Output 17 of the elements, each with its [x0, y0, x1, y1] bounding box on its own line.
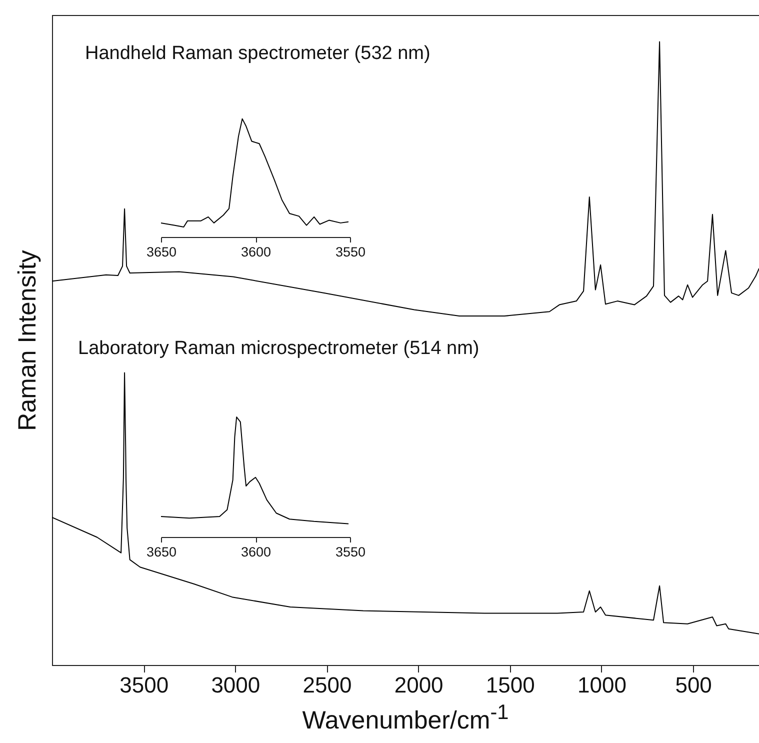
x-axis-title: Wavenumber/cm$^{-1}$	[301, 701, 510, 736]
y-axis-title: Raman Intensity	[14, 250, 42, 431]
x-tick-label: 3600	[240, 244, 272, 260]
x-tick-label: 3550	[335, 544, 366, 560]
x-tick-label: 2500	[302, 672, 352, 698]
annotation: Laboratory Raman microspectrometer (514 nm)	[78, 338, 480, 359]
annotation: Handheld Raman spectrometer (532 nm)	[85, 43, 430, 64]
x-tick-label: 1500	[486, 672, 535, 698]
x-tick-label: 3650	[146, 244, 177, 260]
x-tick-label: 3650	[146, 544, 177, 560]
x-tick-label: 3500	[120, 672, 169, 698]
x-tick-label: 3600	[240, 544, 272, 560]
x-tick-label: 3000	[211, 672, 260, 698]
x-tick-label: 3550	[335, 244, 366, 260]
x-tick-label: 1000	[578, 672, 626, 698]
x-tick-label: 2000	[394, 672, 444, 698]
x-tick-label: 500	[675, 672, 712, 698]
